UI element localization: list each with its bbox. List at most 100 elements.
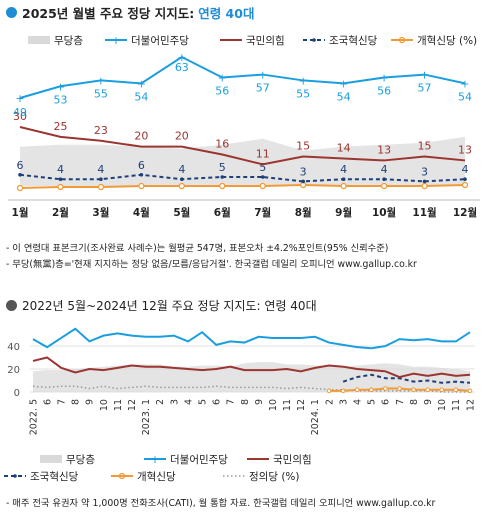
point-marker-rebuilding — [260, 175, 265, 179]
chart1-title-main: 2025년 월별 주요 정당 지지도: — [22, 6, 195, 21]
point-marker-reform — [421, 182, 428, 190]
title-bullet-icon — [6, 7, 17, 18]
point-marker-rebuilding — [422, 179, 427, 184]
x-tick-label: 9 — [85, 399, 96, 405]
data-label-rebuilding: 6 — [138, 159, 145, 172]
legend-marker-democratic: + — [111, 34, 120, 47]
legend-label-independent: 무당층 — [66, 454, 95, 466]
point-marker-democratic: + — [460, 77, 469, 90]
chart2-title-text: 2022년 5월~2024년 12월 주요 정당 지지도: 연령 40대 — [22, 299, 317, 313]
data-label-democratic: 54 — [458, 90, 472, 103]
point-marker-democratic: + — [15, 92, 24, 105]
data-label-ppp: 13 — [458, 143, 472, 156]
title-bullet-icon — [6, 300, 17, 311]
point-marker-reform — [138, 182, 145, 190]
data-label-ppp: 20 — [134, 130, 148, 143]
chart2-title: 2022년 5월~2024년 12월 주요 정당 지지도: 연령 40대 — [6, 297, 317, 314]
area-independent — [20, 136, 465, 186]
chart1-title: 2025년 월별 주요 정당 지지도: 연령 40대 — [6, 3, 254, 22]
point-marker-reform — [259, 182, 266, 190]
series-line-ppp — [19, 126, 466, 166]
x-tick-label: 2 — [324, 399, 335, 405]
point-marker-reform — [453, 387, 459, 393]
point-marker-reform — [326, 388, 332, 394]
data-label-democratic: 53 — [53, 93, 67, 106]
x-tick-label: 6 — [381, 399, 392, 405]
x-tick-label: 9 — [423, 399, 434, 405]
x-tick-label: 11 — [451, 399, 462, 411]
x-tick-label: 10월 — [372, 206, 396, 219]
legend-marker-rebuilding — [312, 38, 316, 42]
point-marker-reform — [219, 182, 226, 190]
point-marker-reform — [380, 182, 388, 190]
legend-label-democratic: 더불어민주당 — [131, 35, 189, 47]
legend-label-rebuilding: 조국혁신당 — [329, 35, 378, 47]
x-tick-label: 12 — [127, 399, 138, 411]
data-label-democratic: 54 — [134, 90, 148, 103]
chart1-plot: 무당층 + 더불어민주당 국민의힘 조국혁신당 개혁신당 (%) 1월 2월 3월 4월 5월 6월 7… — [8, 34, 480, 219]
point-marker-reform — [425, 387, 431, 393]
chart1-note-1: - 이 연령대 표본크기(조사완료 사례수)는 월평균 547명, 표본오차 ±… — [6, 243, 389, 254]
x-tick-label: 12 — [465, 399, 476, 411]
data-label-rebuilding: 4 — [178, 163, 185, 176]
series-line-rebuilding — [19, 173, 466, 183]
point-marker-reform — [97, 183, 105, 191]
x-tick-label: 7 — [226, 399, 237, 405]
data-label-rebuilding: 4 — [462, 163, 469, 176]
point-marker-democratic: + — [258, 69, 267, 82]
point-marker-reform — [439, 387, 445, 393]
point-marker-democratic: + — [177, 51, 186, 64]
point-marker-democratic: + — [218, 72, 227, 85]
point-marker-democratic: + — [56, 80, 65, 93]
x-tick-label: 10 — [437, 399, 448, 411]
legend-marker-rebuilding — [13, 474, 17, 478]
x-tick-label: 7 — [395, 399, 406, 405]
point-marker-reform — [411, 387, 416, 393]
data-label-rebuilding: 4 — [381, 163, 388, 176]
x-tick-label: 2024. 1 — [310, 399, 321, 435]
point-marker-reform — [178, 182, 185, 190]
point-marker-reform — [57, 183, 64, 191]
point-marker-rebuilding — [220, 175, 225, 179]
point-marker-democratic: + — [299, 74, 308, 87]
point-marker-rebuilding — [139, 173, 144, 177]
point-marker-rebuilding — [99, 177, 103, 181]
data-label-rebuilding: 4 — [340, 163, 347, 176]
x-tick-label: 8 — [240, 399, 251, 405]
data-label-democratic: 57 — [418, 82, 432, 95]
chart1-note-2: - 무당(無黨)층='현재 지지하는 정당 없음/모름/응답거절'. 한국갤럽 … — [6, 259, 417, 270]
legend-swatch-independent — [28, 36, 50, 44]
data-label-rebuilding: 5 — [259, 161, 266, 174]
x-tick-label: 2023. 1 — [141, 399, 152, 435]
data-label-democratic: 63 — [175, 61, 189, 74]
point-marker-reform — [383, 386, 388, 391]
data-label-rebuilding: 3 — [300, 165, 307, 178]
legend-label-ppp: 국민의힘 — [246, 35, 285, 47]
chart2-note: - 매주 전국 유권자 약 1,000명 전화조사(CATI), 월 통합 자료… — [6, 498, 436, 509]
x-tick-label: 2 — [155, 399, 166, 405]
data-label-ppp: 15 — [418, 140, 432, 153]
series-line-ppp — [32, 356, 471, 379]
data-label-democratic: 56 — [377, 85, 391, 98]
x-tick-label: 12월 — [453, 206, 477, 219]
legend-label-justice: 정의당 (%) — [249, 471, 300, 483]
legend-label-democratic: 더불어민주당 — [170, 454, 228, 466]
point-marker-reform — [369, 387, 374, 393]
y-tick-label: 40 — [7, 342, 20, 353]
x-tick-label: 8 — [71, 399, 82, 405]
x-tick-label: 3 — [338, 399, 349, 405]
data-label-democratic: 49 — [13, 106, 27, 119]
x-tick-label: 1월 — [12, 206, 29, 219]
x-tick-label: 12 — [296, 399, 307, 411]
point-marker-reform — [461, 181, 469, 189]
point-marker-reform — [340, 388, 346, 394]
point-marker-democratic: + — [339, 77, 348, 90]
point-marker-rebuilding — [180, 177, 184, 181]
point-marker-democratic: + — [379, 72, 388, 85]
point-marker-reform — [340, 182, 347, 190]
legend-swatch-independent — [40, 455, 62, 463]
x-tick-label: 10 — [268, 399, 279, 411]
legend-label-independent: 무당층 — [54, 35, 83, 47]
series-line-justice — [32, 385, 470, 393]
